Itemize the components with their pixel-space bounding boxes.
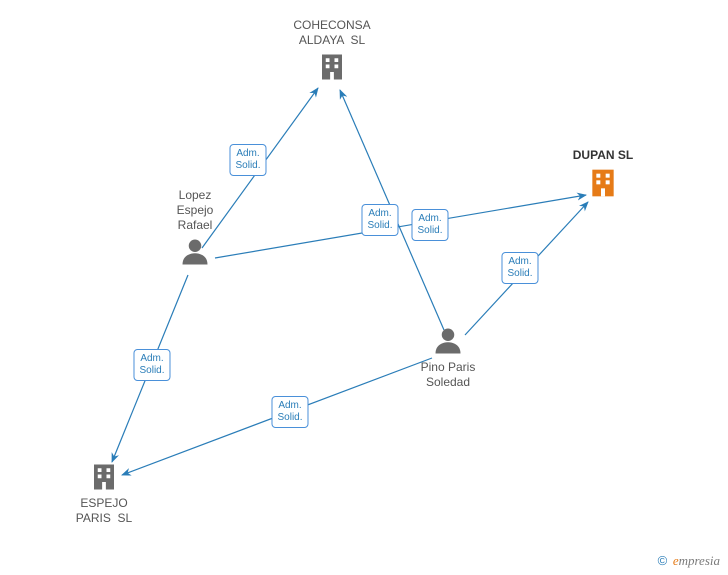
building-icon	[587, 167, 619, 199]
node-label: DUPAN SL	[563, 148, 643, 163]
building-icon	[89, 462, 119, 492]
edge-label: Adm. Solid.	[133, 349, 170, 381]
person-icon	[433, 326, 463, 356]
node-dupan[interactable]: DUPAN SL	[563, 148, 643, 199]
node-label: ESPEJO PARIS SL	[64, 496, 144, 526]
node-label: COHECONSA ALDAYA SL	[292, 18, 372, 48]
node-label: Pino Paris Soledad	[408, 360, 488, 390]
person-icon	[180, 237, 210, 267]
edge-label: Adm. Solid.	[271, 396, 308, 428]
node-label: Lopez Espejo Rafael	[155, 188, 235, 233]
watermark: © empresia	[658, 553, 720, 569]
diagram-canvas: COHECONSA ALDAYA SL DUPAN SL ESPEJO PARI…	[0, 0, 728, 575]
node-coheconsa[interactable]: COHECONSA ALDAYA SL	[292, 18, 372, 82]
copyright-symbol: ©	[658, 553, 668, 568]
edge-label: Adm. Solid.	[361, 204, 398, 236]
edge-label: Adm. Solid.	[501, 252, 538, 284]
node-espejo-paris[interactable]: ESPEJO PARIS SL	[64, 462, 144, 526]
building-icon	[317, 52, 347, 82]
edge-label: Adm. Solid.	[229, 144, 266, 176]
node-pino[interactable]: Pino Paris Soledad	[408, 326, 488, 390]
edge-label: Adm. Solid.	[411, 209, 448, 241]
edge-line	[215, 195, 586, 258]
node-lopez[interactable]: Lopez Espejo Rafael	[155, 188, 235, 267]
brand-logo: empresia	[673, 553, 720, 568]
